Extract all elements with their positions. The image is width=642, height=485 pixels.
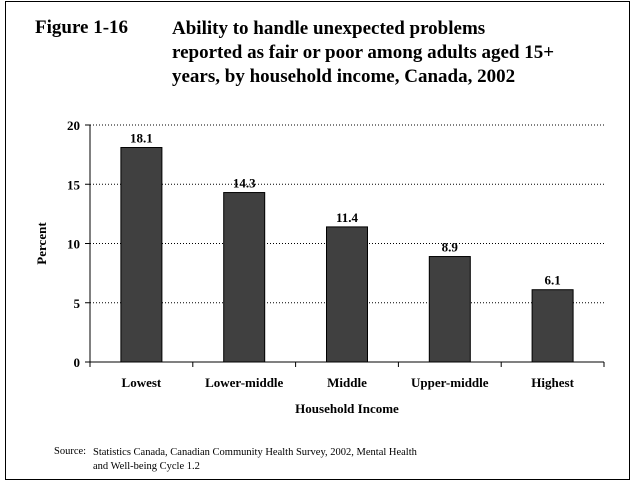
y-tick-label: 10 <box>67 237 80 252</box>
data-label: 6.1 <box>544 273 560 288</box>
x-tick-label: Upper-middle <box>411 375 489 390</box>
source-text: Statistics Canada, Canadian Community He… <box>93 447 417 472</box>
x-tick-label: Lower-middle <box>205 375 283 390</box>
bar <box>120 147 163 363</box>
y-tick-label: 20 <box>67 118 80 133</box>
bar <box>428 256 471 363</box>
x-tick-label: Middle <box>327 375 367 390</box>
y-tick-label: 0 <box>74 355 81 370</box>
bar <box>223 192 266 363</box>
y-axis-label: Percent <box>34 222 49 265</box>
figure-number: Figure 1-16 <box>35 17 129 38</box>
bar-chart: 18.1 Lowest 14.3 Lower-middle 11.4 Middle 8.9 U… <box>34 118 605 416</box>
x-tick-label: Lowest <box>122 375 162 390</box>
data-label: 14.3 <box>233 176 256 191</box>
figure-title: Ability to handle unexpected problems re… <box>172 18 555 87</box>
data-label: 18.1 <box>130 131 153 146</box>
data-label: 11.4 <box>336 210 359 225</box>
data-label: 8.9 <box>442 240 459 255</box>
bar <box>531 289 574 363</box>
y-tick-label: 5 <box>74 296 81 311</box>
figure-frame <box>5 1 630 480</box>
y-tick-label: 15 <box>67 177 81 192</box>
x-tick-label: Highest <box>531 375 574 390</box>
x-axis-label: Household Income <box>295 401 399 416</box>
source-label: Source: <box>54 446 87 457</box>
bar <box>326 226 368 363</box>
